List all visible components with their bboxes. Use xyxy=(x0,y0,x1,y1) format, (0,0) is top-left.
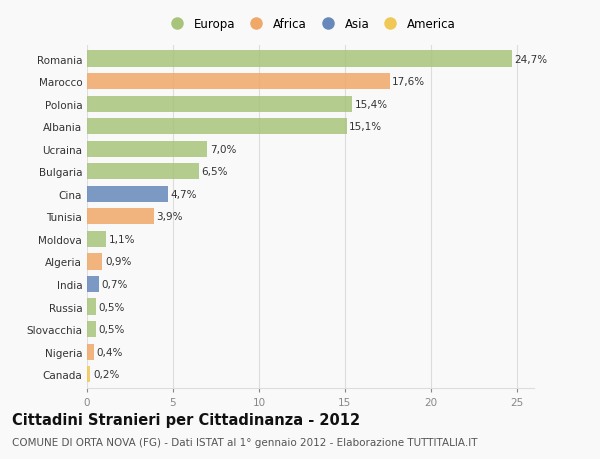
Bar xyxy=(87,51,512,67)
Text: 7,0%: 7,0% xyxy=(210,145,236,154)
Text: 1,1%: 1,1% xyxy=(109,235,135,244)
Text: Cittadini Stranieri per Cittadinanza - 2012: Cittadini Stranieri per Cittadinanza - 2… xyxy=(12,413,360,428)
Text: 0,9%: 0,9% xyxy=(105,257,131,267)
Text: 0,5%: 0,5% xyxy=(98,325,125,334)
Text: 0,7%: 0,7% xyxy=(101,280,128,289)
Bar xyxy=(87,96,352,112)
Bar xyxy=(87,299,95,315)
Bar xyxy=(87,209,154,225)
Text: 17,6%: 17,6% xyxy=(392,77,425,87)
Bar xyxy=(87,321,95,337)
Bar xyxy=(87,231,106,247)
Text: 24,7%: 24,7% xyxy=(514,55,547,64)
Text: 4,7%: 4,7% xyxy=(170,190,197,199)
Bar xyxy=(87,141,208,157)
Bar xyxy=(87,119,347,135)
Text: 15,4%: 15,4% xyxy=(355,100,388,109)
Text: COMUNE DI ORTA NOVA (FG) - Dati ISTAT al 1° gennaio 2012 - Elaborazione TUTTITAL: COMUNE DI ORTA NOVA (FG) - Dati ISTAT al… xyxy=(12,437,478,447)
Bar xyxy=(87,186,168,202)
Bar xyxy=(87,344,94,360)
Bar xyxy=(87,74,389,90)
Text: 6,5%: 6,5% xyxy=(202,167,228,177)
Bar xyxy=(87,254,103,270)
Text: 0,4%: 0,4% xyxy=(97,347,123,357)
Text: 15,1%: 15,1% xyxy=(349,122,382,132)
Bar xyxy=(87,276,99,292)
Text: 3,9%: 3,9% xyxy=(157,212,183,222)
Legend: Europa, Africa, Asia, America: Europa, Africa, Asia, America xyxy=(165,17,456,31)
Bar xyxy=(87,164,199,180)
Bar xyxy=(87,366,91,382)
Text: 0,2%: 0,2% xyxy=(93,369,119,379)
Text: 0,5%: 0,5% xyxy=(98,302,125,312)
